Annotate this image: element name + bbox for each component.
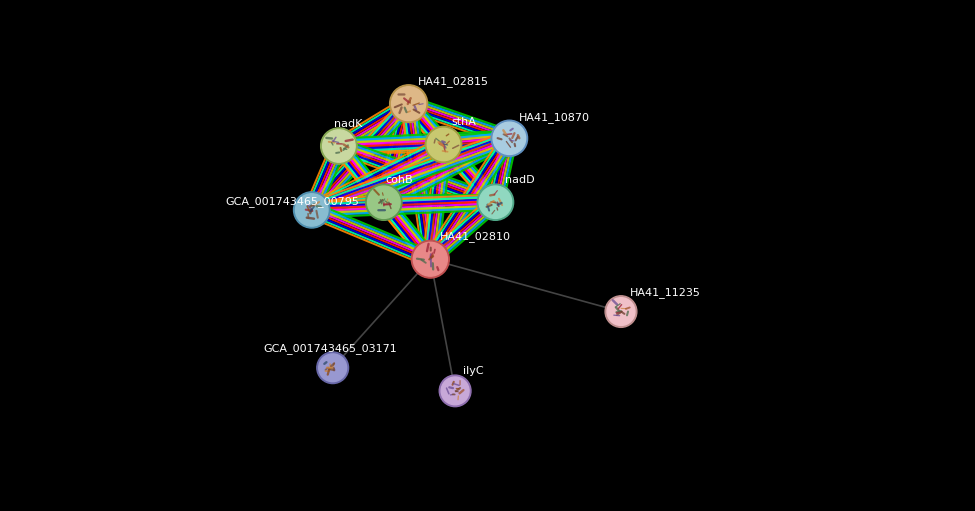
Circle shape bbox=[607, 298, 635, 326]
Circle shape bbox=[295, 194, 328, 226]
Circle shape bbox=[293, 192, 330, 228]
Circle shape bbox=[439, 375, 471, 407]
Circle shape bbox=[493, 122, 526, 154]
Circle shape bbox=[479, 186, 512, 218]
Text: nadD: nadD bbox=[505, 175, 534, 185]
Circle shape bbox=[411, 240, 449, 278]
Circle shape bbox=[368, 186, 400, 218]
Circle shape bbox=[390, 85, 428, 123]
Circle shape bbox=[321, 128, 357, 164]
Circle shape bbox=[319, 354, 347, 382]
Circle shape bbox=[413, 242, 448, 276]
Circle shape bbox=[425, 126, 462, 162]
Circle shape bbox=[441, 377, 469, 405]
Text: HA41_11235: HA41_11235 bbox=[630, 287, 701, 297]
Circle shape bbox=[317, 352, 349, 384]
Text: HA41_10870: HA41_10870 bbox=[519, 112, 590, 123]
Circle shape bbox=[605, 296, 637, 328]
Text: cohB: cohB bbox=[385, 175, 413, 185]
Circle shape bbox=[323, 130, 355, 162]
Circle shape bbox=[366, 184, 402, 220]
Circle shape bbox=[392, 87, 426, 121]
Circle shape bbox=[427, 128, 460, 160]
Text: HA41_02810: HA41_02810 bbox=[440, 231, 511, 242]
Circle shape bbox=[477, 184, 514, 220]
Text: GCA_001743465_00795: GCA_001743465_00795 bbox=[225, 196, 359, 206]
Text: sthA: sthA bbox=[451, 117, 476, 127]
Text: HA41_02815: HA41_02815 bbox=[418, 76, 488, 86]
Text: GCA_001743465_03171: GCA_001743465_03171 bbox=[263, 343, 397, 354]
Text: ilyC: ilyC bbox=[463, 366, 484, 376]
Circle shape bbox=[491, 120, 527, 156]
Text: nadK: nadK bbox=[334, 119, 363, 129]
